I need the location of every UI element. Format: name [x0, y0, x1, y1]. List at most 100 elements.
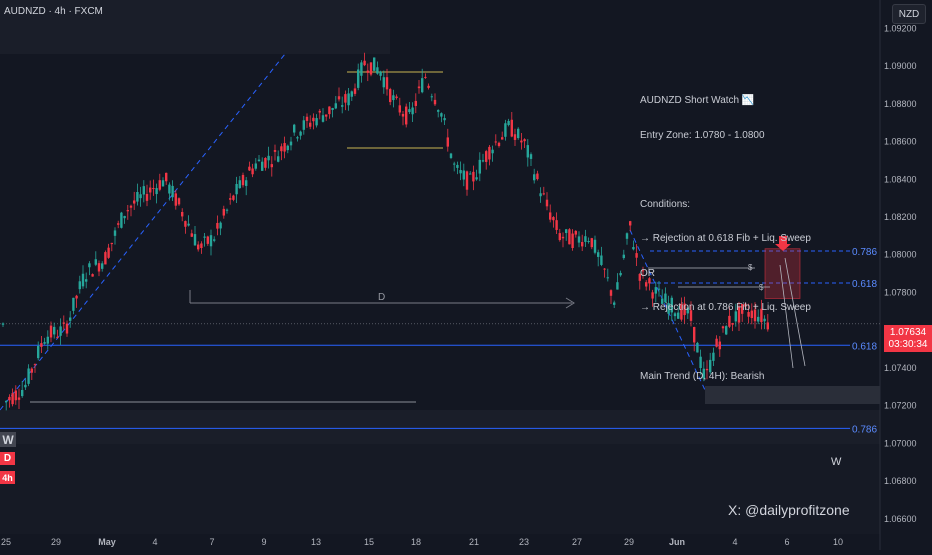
annotation-label: D	[378, 292, 385, 303]
candle-body	[683, 303, 686, 316]
candle-body	[600, 255, 603, 265]
candle-body	[712, 352, 715, 361]
candle-body	[744, 303, 747, 307]
candle-body	[619, 272, 622, 276]
candle-body	[561, 236, 565, 239]
candle-body	[171, 185, 174, 198]
y-tick-label: 1.08000	[884, 250, 917, 260]
candle-body	[520, 140, 523, 143]
candle-body	[725, 326, 728, 335]
y-tick-label: 1.08400	[884, 174, 917, 184]
candle-body	[462, 170, 465, 180]
candle-body	[17, 397, 21, 400]
candle-body	[705, 368, 709, 371]
candle-body	[353, 88, 357, 94]
liquidity-label: $	[748, 263, 753, 272]
candle-body	[680, 303, 683, 320]
candle-body	[641, 270, 645, 272]
x-tick-label: 23	[519, 537, 529, 547]
fib-level-label: 0.618	[852, 279, 877, 290]
y-tick-label: 1.09200	[884, 23, 917, 33]
candle-body	[305, 116, 309, 121]
candle-body	[321, 115, 325, 122]
candle-body	[273, 150, 277, 152]
watermark: X: @dailyprofitzone	[728, 502, 850, 518]
candle-body	[440, 113, 443, 117]
candle-body	[667, 302, 670, 314]
candle-body	[270, 164, 273, 168]
candle-body	[408, 109, 411, 113]
weekly-zone-top	[0, 0, 390, 54]
candle-body	[443, 118, 446, 121]
candle-body	[587, 241, 590, 243]
y-tick-label: 1.07800	[884, 287, 917, 297]
candle-body	[168, 184, 171, 194]
candle-body	[261, 161, 264, 171]
candle-body	[421, 78, 424, 93]
candle-body	[293, 124, 296, 133]
candle-body	[277, 156, 280, 162]
candle-body	[267, 155, 270, 161]
x-tick-label: 15	[364, 537, 374, 547]
candle-body	[603, 268, 606, 270]
candle-body	[385, 77, 389, 90]
candle-body	[312, 117, 315, 122]
candle-body	[190, 233, 193, 237]
candle-body	[645, 282, 648, 287]
candle-body	[113, 230, 117, 236]
candle-body	[670, 297, 673, 313]
candle-body	[341, 105, 344, 107]
candle-body	[30, 368, 33, 373]
candle-body	[529, 154, 533, 159]
timeframe-4h-badge: 4h	[0, 471, 15, 484]
notes-line: Entry Zone: 1.0780 - 1.0800	[640, 129, 765, 141]
candle-body	[526, 145, 529, 158]
lower-zone	[0, 444, 880, 534]
candle-body	[632, 247, 635, 250]
candle-body	[235, 183, 238, 195]
candle-body	[1, 323, 5, 325]
candle-body	[622, 254, 625, 259]
candle-body	[8, 396, 11, 401]
candle-body	[571, 233, 574, 249]
x-tick-label: 4	[152, 537, 157, 547]
candle-body	[446, 137, 449, 147]
candle-body	[155, 188, 158, 195]
candle-body	[757, 316, 760, 322]
projection-arrow-head	[565, 297, 575, 309]
candle-body	[414, 100, 417, 106]
fib-level-label: 0.786	[852, 247, 877, 258]
candle-body	[91, 274, 94, 277]
price-axis	[880, 0, 932, 550]
candle-body	[337, 96, 341, 100]
candle-body	[689, 310, 693, 321]
candle-body	[318, 110, 321, 113]
notes-line: OR	[640, 267, 655, 279]
x-tick-label: 9	[261, 537, 266, 547]
candle-body	[254, 163, 257, 169]
candle-body	[699, 356, 702, 368]
candle-body	[315, 118, 318, 126]
candle-body	[165, 172, 168, 182]
candle-body	[53, 326, 56, 335]
notes-line: Main Trend (D, 4H): Bearish	[640, 371, 765, 382]
x-tick-label: 29	[624, 537, 634, 547]
demand-zone	[705, 386, 880, 404]
currency-badge[interactable]: NZD	[892, 4, 926, 24]
candle-body	[216, 222, 219, 229]
candle-body	[715, 338, 718, 347]
candle-body	[37, 345, 40, 359]
x-tick-label: 29	[51, 537, 61, 547]
candle-body	[40, 343, 43, 347]
candle-body	[85, 279, 88, 282]
candle-body	[280, 146, 283, 152]
current-price-value: 1.07634	[889, 326, 927, 338]
candle-body	[117, 223, 120, 225]
candle-body	[638, 273, 641, 281]
candle-body	[69, 317, 72, 321]
candle-body	[411, 107, 414, 115]
candle-body	[203, 236, 206, 238]
candle-body	[213, 239, 216, 241]
